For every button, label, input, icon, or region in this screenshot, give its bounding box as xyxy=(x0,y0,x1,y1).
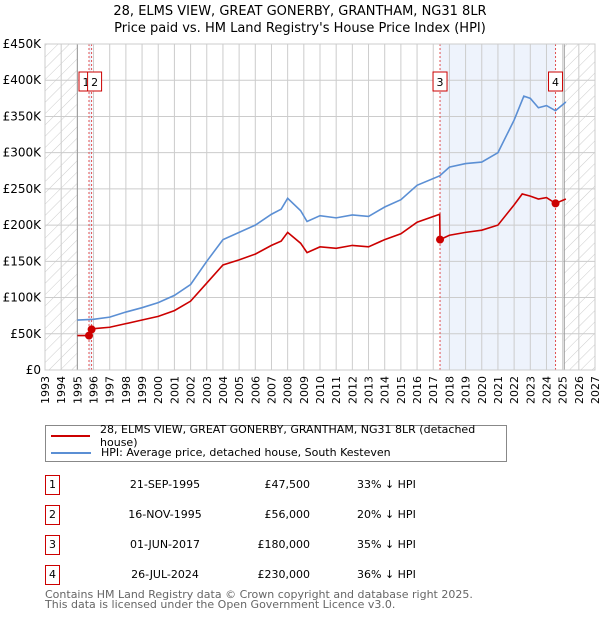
x-tick-label: 2024 xyxy=(540,376,553,404)
x-tick-label: 1996 xyxy=(88,376,101,404)
sale-hpi-diff: 35% ↓ HPI xyxy=(357,538,416,551)
sale-label-number: 4 xyxy=(552,76,559,89)
sale-date: 21-SEP-1995 xyxy=(129,478,201,491)
table-row: 4 26-JUL-2024 £230,000 36% ↓ HPI xyxy=(45,565,465,585)
chart-title: 28, ELMS VIEW, GREAT GONERBY, GRANTHAM, … xyxy=(0,3,600,37)
title-line-2: Price paid vs. HM Land Registry's House … xyxy=(114,21,486,36)
sale-number: 4 xyxy=(45,565,60,585)
x-tick-label: 2006 xyxy=(249,376,262,404)
sale-hpi-diff: 33% ↓ HPI xyxy=(357,478,416,491)
x-tick-label: 2026 xyxy=(573,376,586,404)
footer-line-1: Contains HM Land Registry data © Crown c… xyxy=(45,588,473,601)
highlight-band xyxy=(89,44,92,370)
y-tick-label: £0 xyxy=(26,363,41,377)
plot-border xyxy=(44,43,596,371)
x-tick-label: 2001 xyxy=(168,376,181,404)
x-tick-label: 2023 xyxy=(524,376,537,404)
sale-point xyxy=(85,331,93,340)
x-tick-label: 1999 xyxy=(136,376,149,404)
legend-label-hpi: HPI: Average price, detached house, Sout… xyxy=(101,446,391,459)
x-tick-label: 2012 xyxy=(346,376,359,404)
footer-line-2: This data is licensed under the Open Gov… xyxy=(45,598,396,611)
x-tick-label: 2020 xyxy=(476,376,489,404)
y-tick-label: £200K xyxy=(3,218,43,232)
x-tick-label: 2009 xyxy=(298,376,311,404)
title-line-1: 28, ELMS VIEW, GREAT GONERBY, GRANTHAM, … xyxy=(113,4,487,19)
x-tick-label: 2007 xyxy=(265,376,278,404)
legend-item-property: 28, ELMS VIEW, GREAT GONERBY, GRANTHAM, … xyxy=(51,423,506,449)
y-tick-label: £350K xyxy=(3,109,43,123)
sale-number: 3 xyxy=(45,535,60,555)
sale-price: £56,000 xyxy=(264,508,311,521)
x-tick-label: 2022 xyxy=(508,376,521,404)
x-tick-label: 2004 xyxy=(217,376,230,404)
x-tick-label: 1994 xyxy=(55,376,68,404)
sale-label-number: 2 xyxy=(91,76,98,89)
x-tick-label: 2021 xyxy=(492,376,505,404)
sale-price: £47,500 xyxy=(264,478,311,491)
y-tick-label: £50K xyxy=(10,327,42,341)
sale-label-number: 3 xyxy=(437,76,444,89)
x-tick-label: 2017 xyxy=(427,376,440,404)
sale-label-box xyxy=(548,71,564,92)
x-tick-label: 2003 xyxy=(201,376,214,404)
sale-label-number: 1 xyxy=(83,76,90,89)
y-tick-label: £400K xyxy=(3,73,43,87)
x-tick-label: 1998 xyxy=(120,376,133,404)
y-tick-label: £150K xyxy=(3,254,43,268)
x-tick-label: 2027 xyxy=(589,376,600,404)
x-tick-label: 1997 xyxy=(104,376,117,404)
hpi-line xyxy=(77,95,567,321)
sale-number: 2 xyxy=(45,505,60,525)
legend-label-property: 28, ELMS VIEW, GREAT GONERBY, GRANTHAM, … xyxy=(100,422,476,449)
footer: Contains HM Land Registry data © Crown c… xyxy=(45,588,473,611)
x-tick-label: 2008 xyxy=(282,376,295,404)
sale-point xyxy=(87,325,96,334)
sale-price: £230,000 xyxy=(257,568,311,581)
price-chart: £0 £50K £100K £150K £200K £250K £300K £350K £400… xyxy=(3,37,600,404)
x-tick-label: 2000 xyxy=(152,376,165,404)
x-tick-label: 1995 xyxy=(71,376,84,404)
y-tick-label: £250K xyxy=(3,182,43,196)
sale-date: 16-NOV-1995 xyxy=(128,508,202,521)
sale-hpi-diff: 20% ↓ HPI xyxy=(357,508,416,521)
x-tick-label: 2005 xyxy=(233,376,246,404)
table-row: 2 16-NOV-1995 £56,000 20% ↓ HPI xyxy=(45,505,465,525)
sale-hpi-diff: 36% ↓ HPI xyxy=(357,568,416,581)
sale-point xyxy=(436,235,445,244)
y-tick-label: £300K xyxy=(3,146,43,160)
sale-number: 1 xyxy=(45,475,60,495)
legend-swatch-blue xyxy=(51,451,91,454)
x-tick-label: 2015 xyxy=(395,376,408,404)
x-tick-label: 2011 xyxy=(330,376,343,404)
x-tick-label: 1993 xyxy=(39,376,52,404)
x-tick-label: 2013 xyxy=(363,376,376,404)
table-row: 3 01-JUN-2017 £180,000 35% ↓ HPI xyxy=(45,535,465,555)
sale-label-box xyxy=(432,71,448,92)
sale-price: £180,000 xyxy=(257,538,311,551)
sale-point xyxy=(551,199,560,208)
y-tick-label: £450K xyxy=(3,37,43,51)
sale-date: 26-JUL-2024 xyxy=(131,568,199,581)
x-tick-label: 2014 xyxy=(379,376,392,404)
x-tick-label: 2025 xyxy=(557,376,570,404)
legend-swatch-red xyxy=(51,434,91,437)
y-tick-label: £100K xyxy=(3,291,43,305)
x-tick-label: 2010 xyxy=(314,376,327,404)
legend: 28, ELMS VIEW, GREAT GONERBY, GRANTHAM, … xyxy=(45,423,507,462)
x-tick-label: 2019 xyxy=(460,376,473,404)
sale-label-box xyxy=(87,71,103,92)
sale-date: 01-JUN-2017 xyxy=(129,538,201,551)
x-tick-label: 2018 xyxy=(443,376,456,404)
hatched-region-after xyxy=(564,44,595,370)
x-tick-label: 2002 xyxy=(185,376,198,404)
x-tick-label: 2016 xyxy=(411,376,424,404)
table-row: 1 21-SEP-1995 £47,500 33% ↓ HPI xyxy=(45,475,465,495)
property-price-line xyxy=(77,193,567,337)
legend-item-hpi: HPI: Average price, detached house, Sout… xyxy=(51,444,391,461)
